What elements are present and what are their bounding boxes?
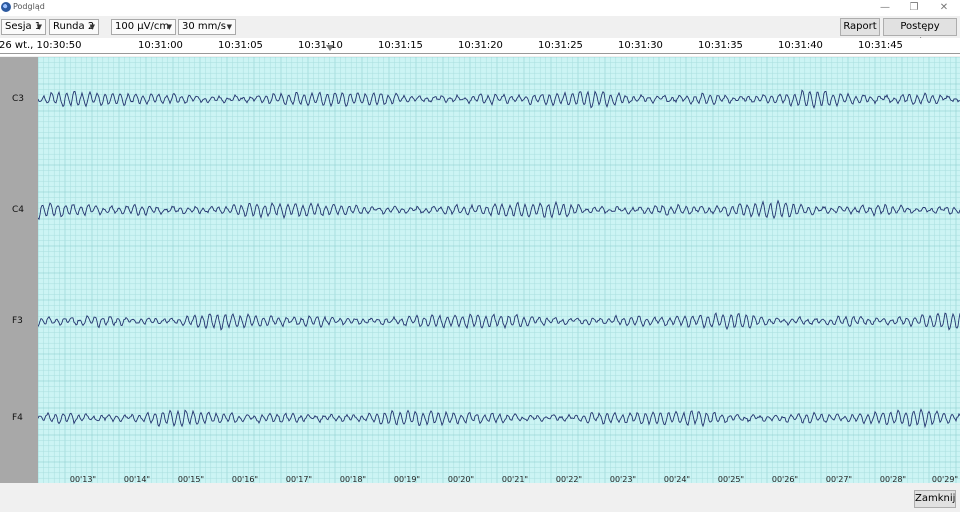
x-tick-label: 00'27" [825,475,853,484]
round-select[interactable]: Runda 2 ▼ [49,19,99,35]
x-tick-label: 00'21" [501,475,529,484]
x-tick-label: 00'19" [393,475,421,484]
x-tick-label: 00'18" [339,475,367,484]
sensitivity-select[interactable]: 100 µV/cm ▼ [111,19,176,35]
speed-select-value: 30 mm/s [182,21,226,32]
title-bar: Podgląd — ❐ ✕ [0,0,960,16]
window-title: Podgląd [13,2,45,11]
training-progress-button[interactable]: Postępy treningu [883,18,957,48]
x-tick-label: 00'15" [177,475,205,484]
x-tick-label: 00'23" [609,475,637,484]
time-label: 10:31:35 [698,40,743,51]
channel-label: F3 [12,316,23,326]
position-marker-icon[interactable] [326,45,334,51]
chevron-down-icon: ▼ [226,23,232,31]
eeg-plot[interactable] [38,57,960,483]
eeg-trace-c3 [38,89,960,109]
session-select[interactable]: Sesja 1 ▼ [1,19,46,35]
round-select-value: Runda 2 [53,21,95,32]
time-axis-line [0,53,960,54]
sensitivity-select-value: 100 µV/cm [115,21,170,32]
x-tick-label: 00'26" [771,475,799,484]
time-label: 10:31:45 [858,40,903,51]
report-button[interactable]: Raport [840,18,880,36]
channel-label: C4 [12,205,25,215]
time-label: 10:31:25 [538,40,583,51]
time-label: 10:31:40 [778,40,823,51]
time-label: 10:31:30 [618,40,663,51]
x-tick-label: 00'29" [931,475,959,484]
channel-label: C3 [12,94,25,104]
channel-label: F4 [12,413,23,423]
close-window-button[interactable]: ✕ [939,2,949,13]
footer-bar: Zamknij [0,483,960,512]
time-label: 26 wt., 10:30:50 [0,40,82,51]
chevron-down-icon: ▼ [166,23,172,31]
eeg-trace-f4 [38,408,960,429]
x-tick-label: 00'14" [123,475,151,484]
time-axis: 26 wt., 10:30:50 10:31:00 10:31:05 10:31… [0,38,960,56]
time-label: 10:31:20 [458,40,503,51]
x-tick-label: 00'16" [231,475,259,484]
x-tick-label: 00'20" [447,475,475,484]
session-select-value: Sesja 1 [5,21,42,32]
x-tick-label: 00'24" [663,475,691,484]
x-tick-label: 00'22" [555,475,583,484]
chevron-down-icon: ▼ [89,23,95,31]
time-label: 10:31:00 [138,40,183,51]
maximize-button[interactable]: ❐ [909,2,919,13]
eeg-chart [38,57,960,483]
x-tick-label: 00'13" [69,475,97,484]
eeg-trace-c4 [38,199,960,221]
minimize-button[interactable]: — [880,2,890,13]
x-tick-label: 00'28" [879,475,907,484]
eeg-trace-f3 [38,312,960,331]
time-label: 10:31:10 [298,40,343,51]
close-button[interactable]: Zamknij [914,490,956,508]
app-icon [1,2,11,12]
time-label: 10:31:05 [218,40,263,51]
x-tick-label: 00'17" [285,475,313,484]
speed-select[interactable]: 30 mm/s ▼ [178,19,236,35]
chevron-down-icon: ▼ [36,23,42,31]
time-label: 10:31:15 [378,40,423,51]
toolbar: Sesja 1 ▼ Runda 2 ▼ 100 µV/cm ▼ 30 mm/s … [0,16,960,48]
x-tick-label: 00'25" [717,475,745,484]
channel-gutter: C3 C4 F3 F4 [0,57,38,483]
